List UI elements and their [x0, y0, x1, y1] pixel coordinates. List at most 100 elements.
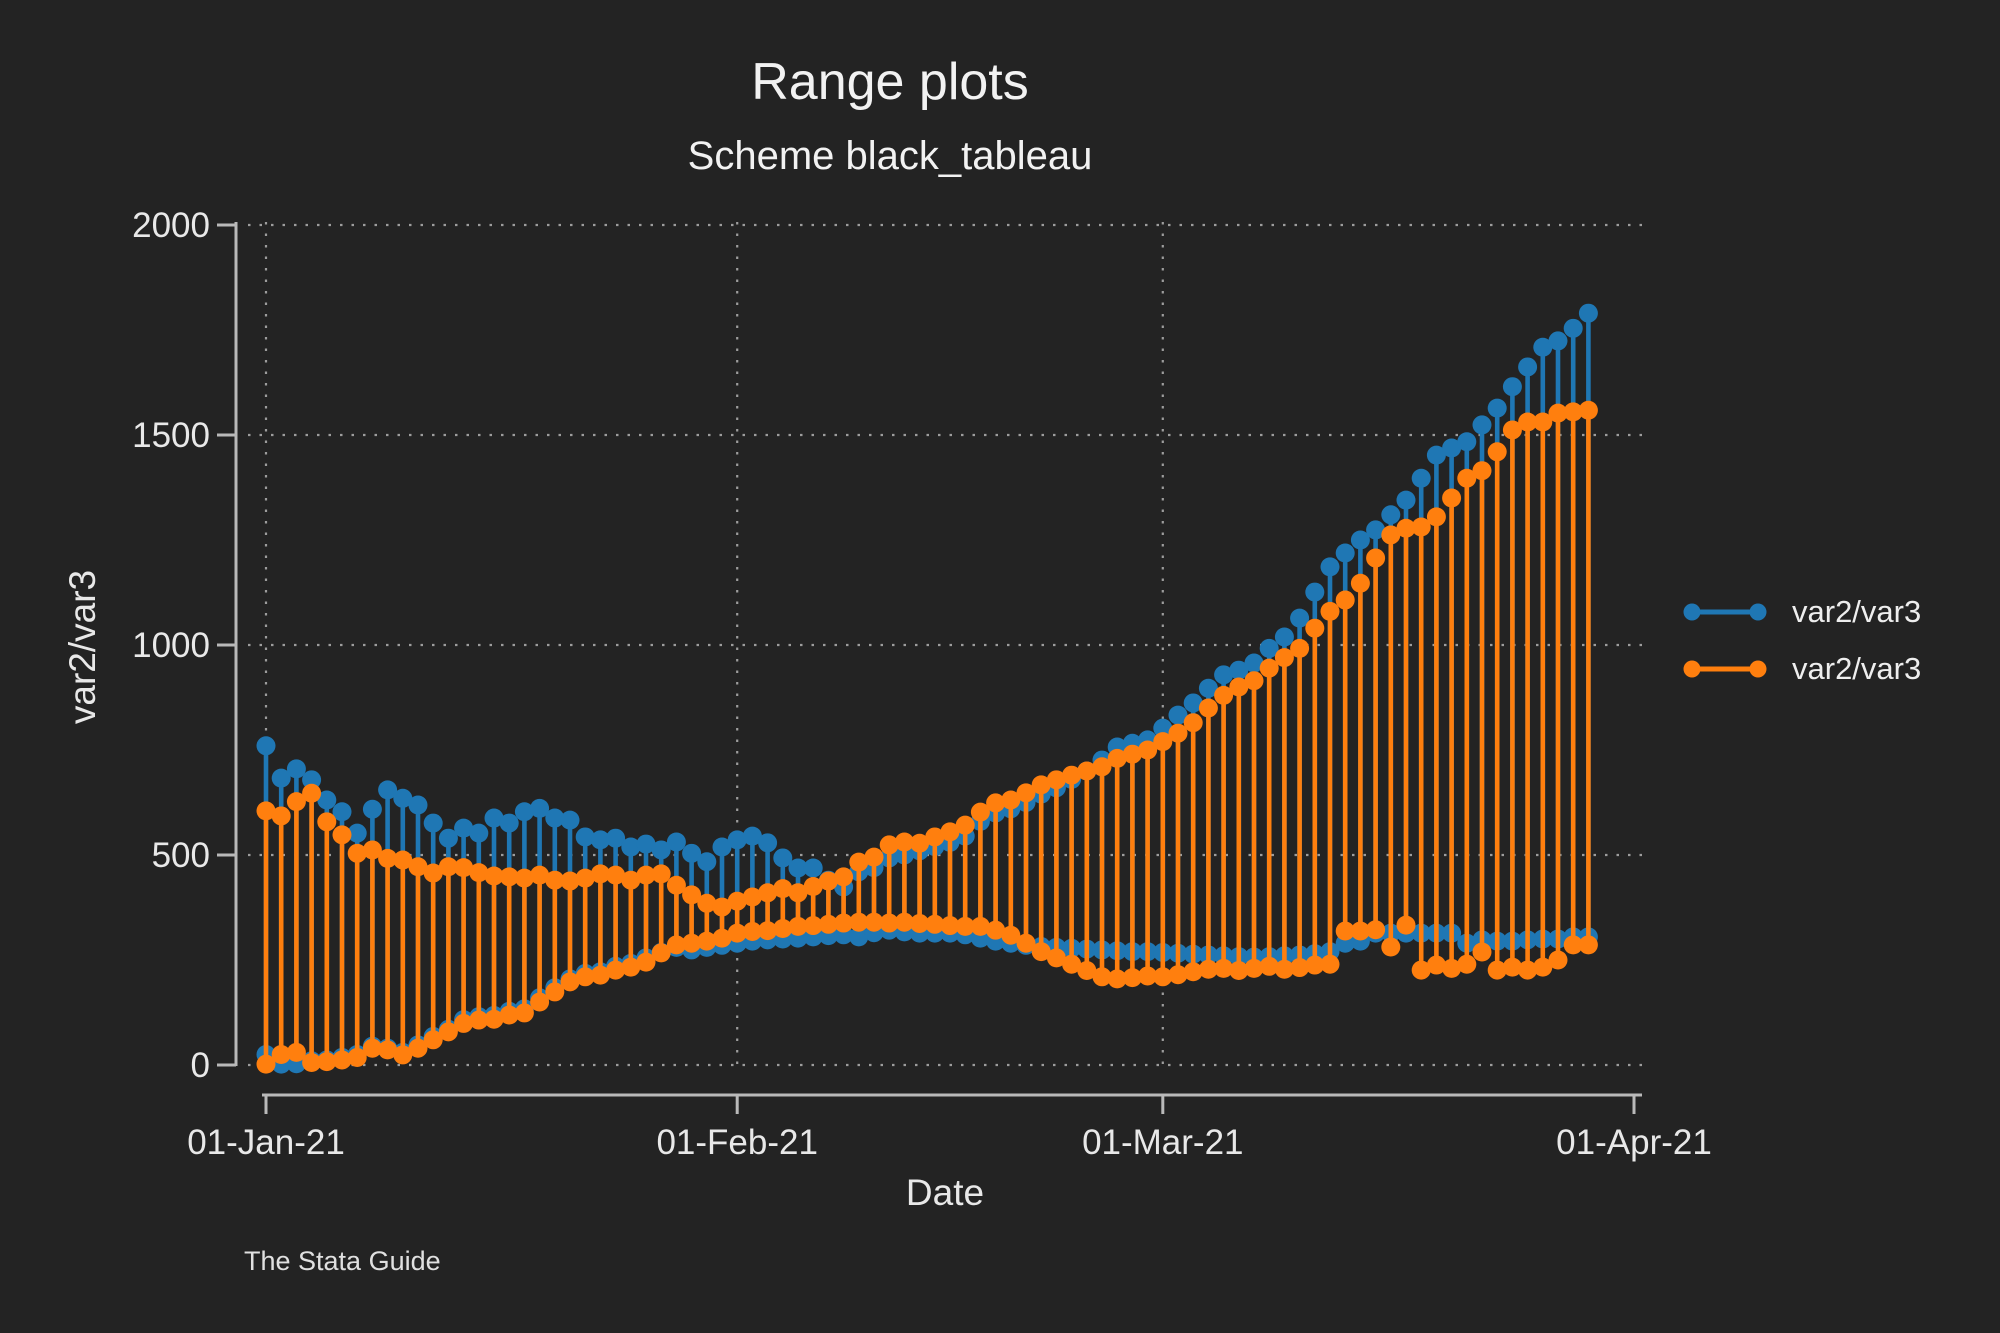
- range-high-marker-orange: [545, 870, 565, 890]
- range-low-marker-orange: [879, 913, 899, 933]
- range-high-marker-blue: [1244, 653, 1264, 673]
- range-high-marker-orange: [393, 850, 413, 870]
- range-high-marker-orange: [606, 865, 626, 885]
- range-high-marker-orange: [712, 897, 732, 917]
- range-low-marker-orange: [910, 913, 930, 933]
- range-low-marker-orange: [362, 1038, 382, 1058]
- range-high-marker-blue: [1426, 445, 1446, 465]
- range-low-marker-blue: [849, 927, 869, 947]
- range-low-marker-orange: [454, 1013, 474, 1033]
- chart-title: Range plots: [751, 53, 1029, 111]
- range-high-marker-orange: [1107, 748, 1127, 768]
- range-high-marker-orange: [1062, 765, 1082, 785]
- range-high-marker-blue: [1320, 557, 1340, 577]
- range-high-marker-orange: [362, 840, 382, 860]
- range-high-marker-orange: [1381, 525, 1401, 545]
- range-low-marker-orange: [545, 982, 565, 1002]
- range-low-marker-orange: [864, 912, 884, 932]
- range-high-marker-blue: [606, 828, 626, 848]
- range-high-marker-orange: [317, 812, 337, 832]
- range-low-marker-orange: [378, 1040, 398, 1060]
- range-low-marker-orange: [332, 1050, 352, 1070]
- range-high-marker-orange: [1138, 740, 1158, 760]
- legend-label: var2/var3: [1792, 594, 1922, 629]
- range-high-marker-orange: [499, 867, 519, 887]
- range-low-marker-orange: [408, 1038, 428, 1058]
- range-high-marker-blue: [1153, 718, 1173, 738]
- range-low-marker-orange: [1502, 957, 1522, 977]
- range-high-marker-blue: [575, 827, 595, 847]
- range-low-marker-orange: [758, 921, 778, 941]
- x-tick-label: 01-Jan-21: [187, 1123, 345, 1162]
- range-high-marker-orange: [1320, 601, 1340, 621]
- range-low-marker-orange: [1426, 955, 1446, 975]
- range-high-marker-blue: [393, 788, 413, 808]
- range-high-marker-blue: [1533, 337, 1553, 357]
- range-high-marker-blue: [560, 810, 580, 830]
- range-high-marker-orange: [1290, 638, 1310, 658]
- range-low-marker-orange: [1320, 954, 1340, 974]
- range-high-marker-blue: [1411, 468, 1431, 488]
- range-high-marker-orange: [1168, 723, 1188, 743]
- range-low-marker-orange: [773, 919, 793, 938]
- x-tick-label: 01-Feb-21: [656, 1123, 817, 1162]
- range-high-marker-orange: [1350, 573, 1370, 593]
- range-high-marker-blue: [545, 808, 565, 828]
- range-low-marker-orange: [682, 933, 702, 953]
- range-high-marker-blue: [773, 848, 793, 868]
- range-high-marker-blue: [636, 834, 656, 854]
- range-high-marker-orange: [682, 885, 702, 905]
- range-high-marker-blue: [484, 808, 504, 828]
- x-tick-label: 01-Mar-21: [1082, 1123, 1243, 1162]
- range-low-marker-orange: [1563, 935, 1583, 955]
- range-high-marker-blue: [454, 818, 474, 838]
- legend-key-line-dots-icon: [1683, 603, 1767, 621]
- range-low-marker-orange: [590, 965, 610, 985]
- range-low-marker-orange: [1396, 915, 1416, 935]
- range-high-marker-orange: [1487, 442, 1507, 462]
- range-high-marker-blue: [1366, 520, 1386, 540]
- range-high-marker-orange: [1183, 713, 1203, 733]
- range-low-marker-orange: [514, 1003, 534, 1023]
- range-low-marker-orange: [1031, 942, 1051, 962]
- range-low-marker-orange: [530, 992, 550, 1012]
- range-low-marker-orange: [1350, 921, 1370, 941]
- range-low-marker-orange: [1016, 933, 1036, 953]
- range-high-marker-orange: [1001, 790, 1021, 810]
- range-high-marker-orange: [454, 858, 474, 878]
- y-tick-label: 2000: [132, 206, 210, 245]
- range-low-marker-orange: [1259, 956, 1279, 976]
- range-low-marker-orange: [1518, 960, 1538, 980]
- range-low-marker-orange: [1214, 958, 1234, 978]
- range-high-marker-orange: [849, 852, 869, 872]
- range-low-marker-orange: [1290, 958, 1310, 978]
- range-high-marker-orange: [1077, 761, 1097, 781]
- range-high-marker-orange: [256, 801, 276, 821]
- range-high-marker-blue: [742, 826, 762, 846]
- range-low-marker-orange: [469, 1010, 489, 1030]
- range-low-marker-orange: [1229, 961, 1249, 980]
- range-high-marker-blue: [1290, 608, 1310, 628]
- range-high-marker-blue: [803, 858, 823, 878]
- range-high-marker-orange: [590, 864, 610, 884]
- range-high-marker-orange: [423, 863, 443, 883]
- x-axis-title: Date: [905, 1172, 985, 1213]
- footer-note: The Stata Guide: [244, 1246, 441, 1276]
- range-high-marker-blue: [332, 802, 352, 822]
- range-low-marker-orange: [651, 943, 671, 963]
- y-tick-label: 1500: [132, 416, 210, 455]
- range-high-marker-blue: [1548, 331, 1568, 351]
- range-high-marker-blue: [1183, 693, 1203, 713]
- range-low-marker-orange: [621, 957, 641, 977]
- range-high-marker-orange: [1305, 618, 1325, 638]
- range-high-marker-orange: [347, 843, 367, 863]
- range-low-marker-orange: [727, 923, 747, 943]
- range-high-marker-orange: [742, 887, 762, 907]
- range-high-marker-orange: [910, 833, 930, 853]
- y-axis-title: var2/var3: [62, 569, 103, 725]
- range-low-marker-orange: [347, 1047, 367, 1067]
- range-low-marker-orange: [256, 1054, 276, 1074]
- range-high-marker-orange: [378, 848, 398, 868]
- range-low-marker-orange: [302, 1052, 322, 1072]
- range-high-marker-orange: [636, 865, 656, 885]
